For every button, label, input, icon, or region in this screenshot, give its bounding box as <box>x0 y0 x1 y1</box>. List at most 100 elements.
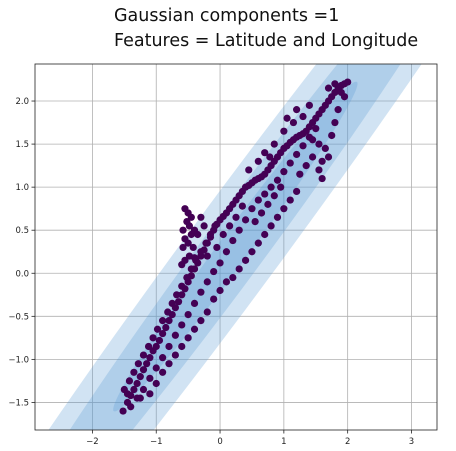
data-point <box>318 157 326 165</box>
x-tick-label: 2 <box>345 437 350 447</box>
data-point <box>171 331 179 339</box>
y-tick-label: 0.5 <box>15 226 29 236</box>
data-point <box>203 308 211 316</box>
data-point <box>299 112 307 121</box>
data-point <box>289 118 298 127</box>
data-point <box>203 278 211 286</box>
x-tick-label: 3 <box>409 437 414 447</box>
data-point <box>187 213 195 221</box>
data-point <box>178 282 186 290</box>
data-point <box>210 267 218 276</box>
data-point <box>334 106 342 114</box>
data-point <box>280 127 288 135</box>
data-point <box>119 407 127 415</box>
data-point <box>190 226 199 234</box>
data-point <box>197 317 205 325</box>
y-tick-label: −1.5 <box>8 398 29 408</box>
data-point <box>299 142 307 150</box>
data-point <box>286 196 294 204</box>
x-tick-label: 1 <box>281 437 286 447</box>
data-point <box>200 222 208 230</box>
data-point <box>149 334 157 342</box>
data-point <box>331 118 339 127</box>
data-point <box>229 236 237 245</box>
data-point <box>315 140 323 148</box>
data-point <box>270 140 278 148</box>
data-point <box>331 80 339 88</box>
y-tick-label: −1.0 <box>8 355 29 365</box>
data-point <box>293 150 301 159</box>
data-point <box>130 385 138 394</box>
data-points <box>119 78 352 415</box>
data-point <box>136 373 144 381</box>
data-point <box>241 216 250 224</box>
data-point <box>164 308 172 316</box>
data-point <box>273 213 282 221</box>
data-point <box>238 202 246 210</box>
data-point <box>315 166 323 174</box>
data-point <box>308 153 317 161</box>
data-point <box>155 336 164 345</box>
x-tick-label: −2 <box>86 437 99 447</box>
data-point <box>184 311 192 319</box>
data-point <box>340 93 349 101</box>
data-point <box>248 205 256 213</box>
data-point <box>165 317 173 325</box>
data-point <box>206 230 215 239</box>
data-point <box>146 390 154 398</box>
data-point <box>168 299 176 308</box>
data-point <box>171 351 179 359</box>
y-tick-label: −0.5 <box>8 312 29 322</box>
data-point <box>153 325 162 333</box>
data-point <box>178 291 186 299</box>
data-point <box>235 265 243 273</box>
data-point <box>328 131 336 140</box>
data-point <box>136 394 144 402</box>
data-point <box>296 170 304 178</box>
data-point <box>139 385 148 394</box>
data-point <box>226 222 234 230</box>
data-point <box>123 390 132 398</box>
data-point <box>179 226 187 234</box>
data-point <box>308 136 317 144</box>
data-point <box>261 149 269 157</box>
plot-frame <box>34 63 438 431</box>
data-point <box>267 183 275 191</box>
data-point <box>245 166 253 174</box>
data-point <box>202 239 210 247</box>
data-point <box>210 295 218 303</box>
data-point <box>152 364 160 372</box>
data-point <box>130 368 138 376</box>
data-point <box>280 168 288 176</box>
data-point <box>146 354 154 362</box>
data-point <box>257 209 266 217</box>
data-point <box>178 321 186 329</box>
data-point <box>222 278 231 286</box>
data-point <box>219 230 227 239</box>
grid <box>35 64 437 430</box>
data-point <box>165 342 173 351</box>
y-tick-label: 1.0 <box>15 183 29 193</box>
data-point <box>254 239 262 247</box>
data-point <box>273 176 282 184</box>
x-tick-label: −1 <box>150 437 163 447</box>
data-point <box>283 114 291 122</box>
data-point <box>266 153 274 161</box>
data-point <box>302 162 310 170</box>
data-point <box>133 379 141 388</box>
data-point <box>293 106 301 114</box>
data-point <box>165 360 173 368</box>
data-point <box>187 265 195 273</box>
data-point <box>184 334 192 342</box>
data-point <box>318 174 326 183</box>
data-point <box>254 157 262 165</box>
data-point <box>344 78 352 86</box>
data-point <box>178 342 186 351</box>
data-point <box>127 403 135 411</box>
title-line-2: Features = Latitude and Longitude <box>114 31 419 51</box>
data-point <box>162 323 170 332</box>
data-point <box>286 159 294 167</box>
y-tick-label: 2.0 <box>15 97 29 107</box>
data-point <box>125 377 134 385</box>
